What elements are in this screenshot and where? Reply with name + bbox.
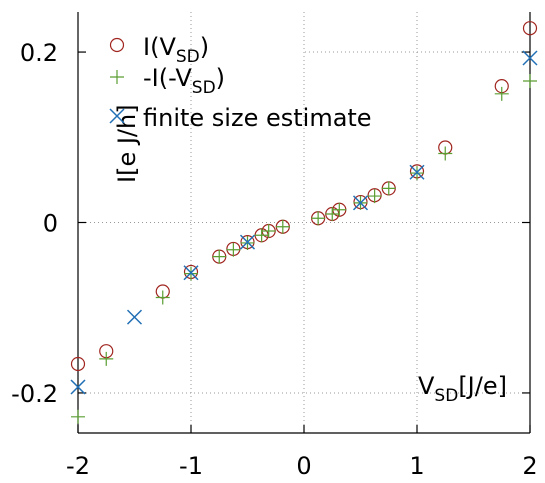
data-point — [311, 211, 326, 226]
data-point — [522, 50, 538, 66]
data-point — [381, 181, 396, 196]
x-tick-label: 1 — [409, 452, 424, 480]
tick-labels: -2 -1 0 1 2 -0.2 0 0.2 — [11, 39, 537, 480]
data-point — [212, 249, 227, 264]
series-3 — [70, 50, 538, 395]
legend: I(VSD) -I(-VSD) finite size estimate — [109, 33, 372, 132]
data-point — [494, 86, 509, 101]
data-points — [70, 21, 538, 424]
x-tick-label: -1 — [179, 452, 203, 480]
legend-symbol-plus — [110, 70, 124, 84]
x-axis-label: VSD[J/e] — [418, 372, 507, 406]
data-point — [239, 234, 256, 250]
data-point — [523, 74, 537, 89]
data-point — [254, 228, 269, 243]
data-point — [409, 164, 425, 180]
x-tick-label: 2 — [522, 452, 537, 480]
legend-label-series-3: finite size estimate — [143, 104, 372, 132]
legend-label-series-1: I(VSD) — [143, 33, 209, 67]
legend-marker — [110, 70, 124, 84]
grid-layer — [78, 12, 530, 433]
x-axis-label-tail: [J/e] — [458, 372, 507, 400]
data-point — [99, 351, 114, 366]
legend-marker — [109, 37, 125, 53]
x-tick-label: 0 — [296, 452, 311, 480]
data-point — [438, 146, 453, 161]
data-point — [183, 265, 199, 281]
legend-symbol-cross — [109, 108, 125, 124]
data-point — [70, 356, 86, 372]
data-point — [70, 379, 86, 395]
legend-label-series-2: -I(-VSD) — [143, 64, 225, 98]
data-point — [367, 189, 382, 204]
data-point — [226, 242, 241, 257]
data-point — [71, 409, 85, 424]
y-tick-label: -0.2 — [11, 380, 58, 408]
data-point — [522, 21, 538, 36]
data-point — [275, 219, 290, 234]
y-tick-label: 0 — [43, 210, 58, 238]
y-tick-label: 0.2 — [20, 39, 58, 67]
data-point — [332, 202, 347, 217]
legend-marker — [109, 108, 125, 124]
data-point — [352, 195, 369, 211]
x-tick-label: -2 — [66, 452, 90, 480]
legend-symbol-circle — [109, 37, 125, 53]
data-point — [126, 309, 143, 325]
data-point — [261, 224, 276, 239]
x-axis-label-sub: SD — [434, 386, 458, 406]
data-point — [325, 206, 340, 221]
x-axis-label-main: V — [418, 372, 435, 400]
data-point — [155, 290, 170, 305]
